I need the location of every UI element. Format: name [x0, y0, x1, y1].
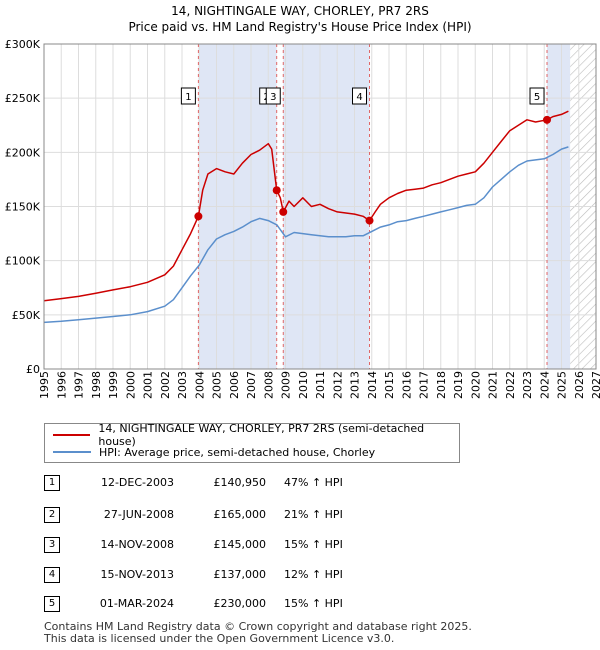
sale-price: £165,000 [213, 508, 267, 521]
sale-marker-box: 3 [44, 537, 60, 553]
legend-swatch-hpi [53, 451, 91, 453]
sale-label-4: 4 [356, 92, 362, 103]
plot-frame [43, 43, 597, 370]
sale-point-3 [279, 207, 288, 216]
y-tick-label: £150K [5, 201, 41, 214]
x-tick-label: 2010 [297, 371, 310, 399]
sale-date: 14-NOV-2008 [100, 538, 174, 551]
sale-date: 27-JUN-2008 [103, 508, 174, 521]
x-tick-label: 1999 [107, 371, 120, 399]
x-tick-label: 2002 [159, 371, 172, 399]
sale-date: 12-DEC-2003 [100, 476, 174, 489]
x-tick-label: 2000 [124, 371, 137, 399]
sale-point-1 [194, 212, 203, 221]
x-tick-label: 2020 [469, 371, 482, 399]
x-tick-label: 1996 [55, 371, 68, 399]
x-tick-label: 2017 [418, 371, 431, 399]
y-tick-label: £300K [5, 38, 41, 51]
sale-hpi-diff: 21% ↑ HPI [284, 508, 343, 521]
sale-date: 15-NOV-2013 [100, 568, 174, 581]
x-tick-label: 2018 [435, 371, 448, 399]
sale-price: £140,950 [213, 476, 267, 489]
legend-label-hpi: HPI: Average price, semi-detached house,… [99, 445, 376, 459]
footer-attribution: Contains HM Land Registry data © Crown c… [44, 621, 472, 645]
sale-label-3: 3 [270, 92, 276, 103]
x-tick-label: 2024 [538, 371, 551, 399]
x-tick-label: 2025 [556, 371, 569, 399]
x-tick-label: 2021 [487, 371, 500, 399]
x-tick-label: 2015 [383, 371, 396, 399]
sale-label-5: 5 [534, 92, 540, 103]
sale-marker-box: 5 [44, 596, 60, 612]
sale-price: £230,000 [213, 597, 267, 610]
legend-item-property: 14, NIGHTINGALE WAY, CHORLEY, PR7 2RS (s… [53, 422, 459, 448]
footer-line-copyright: Contains HM Land Registry data © Crown c… [44, 620, 472, 633]
legend-label-property: 14, NIGHTINGALE WAY, CHORLEY, PR7 2RS (s… [98, 422, 425, 448]
x-tick-label: 2013 [349, 371, 362, 399]
sale-marker-box: 2 [44, 507, 60, 523]
sale-hpi-diff: 12% ↑ HPI [284, 568, 343, 581]
y-tick-label: £200K [5, 146, 41, 159]
sale-point-2 [272, 186, 281, 195]
x-tick-label: 2004 [193, 371, 206, 399]
sale-price: £137,000 [213, 568, 267, 581]
sale-label-1: 1 [185, 92, 191, 103]
sale-point-4 [365, 216, 374, 225]
y-tick-label: £0 [26, 363, 40, 376]
x-tick-label: 2012 [331, 371, 344, 399]
x-tick-label: 2019 [452, 371, 465, 399]
x-tick-label: 2006 [228, 371, 241, 399]
legend-item-hpi: HPI: Average price, semi-detached house,… [53, 444, 375, 460]
y-tick-label: £250K [5, 92, 41, 105]
x-tick-label: 2016 [400, 371, 413, 399]
sale-price: £145,000 [213, 538, 267, 551]
chart-subtitle: Price paid vs. HM Land Registry's House … [128, 20, 472, 34]
x-tick-label: 2027 [590, 371, 600, 399]
sale-label-box-5 [529, 87, 545, 105]
x-tick-label: 2001 [142, 371, 155, 399]
sale-point-5 [543, 115, 552, 124]
x-tick-label: 2003 [176, 371, 189, 399]
x-tick-label: 2014 [366, 371, 379, 399]
x-tick-label: 1997 [73, 371, 86, 399]
y-tick-label: £100K [5, 255, 41, 268]
x-tick-label: 2023 [521, 371, 534, 399]
x-tick-label: 1995 [38, 371, 51, 399]
x-tick-label: 1998 [90, 371, 103, 399]
price-chart: 12345£0£50K£100K£150K£200K£250K£300K1995… [5, 38, 600, 399]
sale-date: 01-MAR-2024 [99, 597, 174, 610]
x-tick-label: 2022 [504, 371, 517, 399]
x-tick-label: 2026 [573, 371, 586, 399]
y-tick-label: £50K [12, 309, 41, 322]
legend-swatch-property [53, 434, 91, 436]
chart-title-address: 14, NIGHTINGALE WAY, CHORLEY, PR7 2RS [171, 4, 429, 18]
sale-hpi-diff: 15% ↑ HPI [284, 597, 343, 610]
sale-marker-box: 1 [44, 475, 60, 491]
sale-label-box-3 [265, 87, 281, 105]
chart-legend: 14, NIGHTINGALE WAY, CHORLEY, PR7 2RS (s… [44, 422, 460, 463]
sale-marker-box: 4 [44, 567, 60, 583]
sale-label-box-4 [352, 87, 368, 105]
footer-line-licence: This data is licensed under the Open Gov… [44, 632, 395, 645]
x-tick-label: 2008 [262, 371, 275, 399]
x-tick-label: 2009 [280, 371, 293, 399]
hpi-line [43, 146, 569, 324]
sale-hpi-diff: 15% ↑ HPI [284, 538, 343, 551]
x-tick-label: 2005 [211, 371, 224, 399]
sale-label-box-1 [180, 87, 196, 105]
x-tick-label: 2007 [245, 371, 258, 399]
property-price-line [43, 110, 569, 302]
sale-hpi-diff: 47% ↑ HPI [284, 476, 343, 489]
x-tick-label: 2011 [314, 371, 327, 399]
